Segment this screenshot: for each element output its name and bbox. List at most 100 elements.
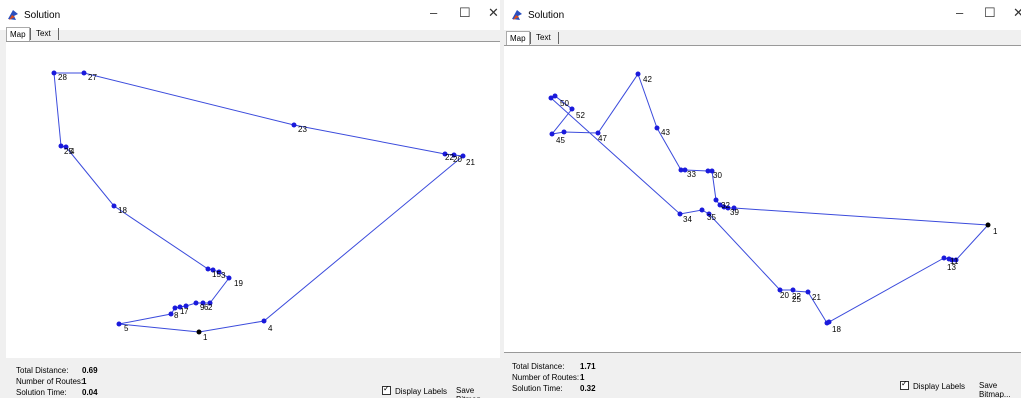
tab-text[interactable]: Text [36,29,51,38]
route-node [111,203,117,209]
title-bar[interactable]: Solution – ☐ ✕ [0,0,500,30]
node-label: 1 [180,307,185,316]
node-label: 47 [598,134,607,143]
route-node [699,207,705,213]
route-node [210,267,216,273]
minimize-button[interactable]: – [430,5,438,20]
route-node [177,304,183,310]
route-node [731,205,737,211]
route-node [713,197,719,203]
node-label: 43 [661,128,670,137]
node-label: 13 [947,263,956,272]
route-node [949,257,955,263]
route-node [725,205,731,211]
route-map-canvas: 1 4 5 21 22 20 23 27 28 25 4 18 15 3 19 … [51,70,475,342]
route-node [677,211,683,217]
status-bar: Total Distance: 1.71 Number of Routes: 1… [504,358,1021,398]
route-map[interactable]: 1 4 5 21 22 20 23 27 28 25 4 18 15 3 19 … [6,41,500,359]
route-line [550,72,989,324]
route-node [790,287,796,293]
node-label: 34 [683,215,692,224]
solution-time-value: 0.04 [82,388,98,397]
total-distance-label: Total Distance: [16,366,69,375]
route-node [721,204,727,210]
node-label: 30 [713,171,722,180]
solution-time-value: 0.32 [580,384,596,393]
node-label: 5 [124,324,129,333]
node-label: 52 [576,111,585,120]
map-nodes [548,71,991,326]
node-label: 33 [687,170,696,179]
solution-time-label: Solution Time: [16,388,67,397]
route-line [53,72,465,333]
maximize-button[interactable]: ☐ [984,5,996,20]
tab-text[interactable]: Text [536,33,551,42]
node-label: 28 [58,73,67,82]
node-label: 23 [298,125,307,134]
route-node [58,143,64,149]
node-label: 9 [200,303,205,312]
minimize-button[interactable]: – [956,5,964,20]
display-labels-label: Display Labels [913,382,966,391]
node-label: 18 [118,206,127,215]
tab-divider [30,28,31,40]
window-title: Solution [528,10,565,21]
maximize-button[interactable]: ☐ [459,5,471,20]
node-label: 25 [64,147,73,156]
route-node [116,321,122,327]
save-bitmap-button[interactable]: Save Bitmap... [456,386,488,398]
solution-time-label: Solution Time: [512,384,563,393]
route-node [216,269,222,275]
route-node [63,144,69,150]
route-node [953,257,959,263]
save-bitmap-button[interactable]: Save Bitmap... [979,381,1011,398]
depot-node [196,329,202,335]
node-label: 27 [88,73,97,82]
route-node [168,311,174,317]
node-label: 6 [204,303,209,312]
node-label: 7 [184,307,189,316]
route-node [705,168,711,174]
node-label: 8 [174,311,179,320]
route-node [569,106,575,112]
route-node [548,95,554,101]
route-node [291,122,297,128]
route-map-canvas: 1 42 43 33 30 50 52 45 47 34 35 32 39 20… [548,71,998,334]
app-icon [8,10,18,20]
node-label: 42 [643,75,652,84]
node-label: 1 [993,227,998,236]
display-labels-checkbox[interactable]: Display Labels [900,379,966,391]
tab-map[interactable]: Map [506,31,530,45]
checkbox-checked-icon[interactable] [900,379,909,390]
node-label: 21 [466,158,475,167]
route-node [261,318,267,324]
display-labels-checkbox[interactable]: Display Labels [382,384,448,396]
node-label: 22 [792,292,801,301]
tab-map[interactable]: Map [6,27,30,41]
node-labels: 1 4 5 21 22 20 23 27 28 25 4 18 15 3 19 … [58,73,475,342]
route-node [678,167,684,173]
node-label: 32 [721,201,730,210]
node-label: 39 [730,208,739,217]
node-label: 21 [812,293,821,302]
route-node [172,305,178,311]
route-node [654,125,660,131]
title-bar[interactable]: Solution – ☐ ✕ [504,0,1021,30]
close-button[interactable]: ✕ [1013,5,1021,20]
node-label: 45 [556,136,565,145]
node-labels: 1 42 43 33 30 50 52 45 47 34 35 32 39 20… [556,75,998,334]
route-node [183,303,189,309]
checkbox-checked-icon[interactable] [382,384,391,395]
number-of-routes-label: Number of Routes: [16,377,84,386]
display-labels-label: Display Labels [395,387,448,396]
node-label: 4 [70,147,75,156]
route-map[interactable]: 1 42 43 33 30 50 52 45 47 34 35 32 39 20… [504,45,1021,353]
close-button[interactable]: ✕ [488,5,499,20]
route-node [635,71,641,77]
node-label: 20 [453,155,462,164]
window-title: Solution [24,10,61,21]
total-distance-value: 1.71 [580,362,596,371]
route-node [552,93,558,99]
route-node [709,168,715,174]
route-node [451,152,457,158]
